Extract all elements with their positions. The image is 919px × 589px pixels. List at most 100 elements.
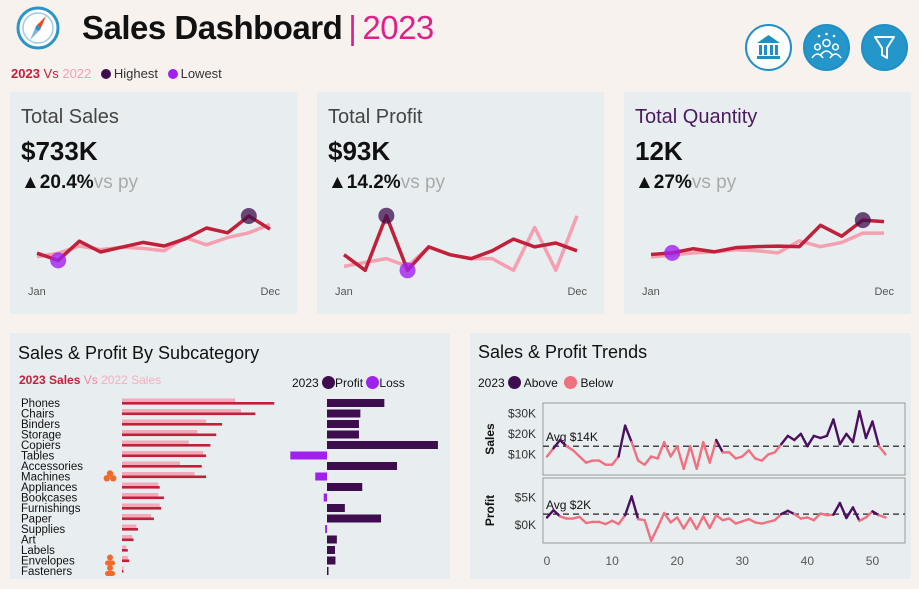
below-segment [728,517,737,525]
profit-bar [327,546,335,554]
below-segment [656,440,666,460]
kpi-vs-label: vs py [691,172,737,193]
below-segment [773,512,783,522]
above-dot-icon [508,376,522,389]
above-segment [838,432,848,446]
current-sales-bar [122,496,165,500]
previous-sales-bar [122,535,133,541]
x-tick-label: 20 [671,554,685,568]
trends-line-chart: $30K $20K $10K Sales Avg $14K $5K $0K Profit Avg… [483,402,906,568]
kpi-vs-label: vs py [400,172,446,193]
below-segment [610,519,620,526]
below-segment [571,449,581,458]
trends-legend: 2023 Above Below [478,376,613,390]
previous-year-line [36,222,271,259]
previous-sales-bar [122,461,180,468]
clover-leaf [103,475,110,482]
person-body [105,571,115,576]
loss-dot-icon [366,376,380,389]
below-segment [702,440,711,464]
previous-sales-bar [122,482,159,489]
filter-icon [874,36,895,59]
subcategory-label: Supplies [21,524,65,536]
below-segment [715,514,724,522]
profit-bar [327,535,337,544]
previous-sales-bar [122,545,127,552]
kpi-end-month: Dec [567,286,587,298]
y-tick-label: $5K [515,490,536,504]
current-sales-bar [122,517,154,521]
current-sales-bar [122,412,256,416]
previous-sales-bar [122,524,137,531]
subcategory-label: Envelopes [21,556,75,568]
subcategory-label: Labels [21,545,55,557]
kpi-title: Total Profit [328,106,423,128]
x-tick-label: 30 [736,554,750,568]
filter-button[interactable] [861,24,908,71]
current-sales-bar [122,465,202,468]
previous-sales-bar [122,419,207,426]
lowest-point [399,262,416,279]
above-segment [558,438,568,448]
team-icon [811,32,842,59]
below-segment [630,440,640,462]
y-axis-label: Sales [483,423,497,455]
below-segment [877,514,887,519]
below-segment [702,515,711,530]
loss-bar [290,451,327,460]
previous-sales-bar [122,440,189,447]
loss-bar [325,525,327,533]
highest-dot-icon [100,69,111,79]
team-button[interactable] [803,24,850,71]
highest-point [240,208,257,224]
above-segment [623,495,633,517]
below-segment [578,455,588,464]
profit-bar [327,556,336,565]
below-segment [656,511,666,529]
kpi-start-month: Jan [642,286,660,298]
above-segment [851,506,861,522]
above-segment [799,432,809,448]
kpi-value: $733K [21,136,98,166]
profit-sparkline-chart [342,207,579,279]
below-segment [688,444,698,471]
subcategory-label: Phones [21,398,60,410]
previous-sales-bar [122,472,195,478]
kpi-start-month: Jan [335,286,353,298]
bank-button[interactable] [745,24,792,71]
previous-year-line [650,231,884,259]
kpi-delta-value: ▲27% [635,172,692,193]
profit-bar [327,441,438,449]
kpi-title: Total Sales [21,106,119,128]
title-separator: | [348,9,357,46]
below-segment [812,512,822,522]
above-segment [780,434,790,446]
below-segment [877,444,887,456]
above-segment [806,434,816,448]
kpi-start-month: Jan [28,286,46,298]
title-year: 2023 [362,9,434,46]
person-head [107,554,113,561]
current-sales-bar [122,538,134,542]
above-segment [845,432,855,444]
previous-sales-bar [122,503,160,510]
kpi-value: 12K [635,136,683,166]
previous-sales-bar [122,409,241,415]
highest-point [854,212,871,229]
above-segment [552,509,562,518]
above-segment [617,424,627,458]
kpi-delta-value: ▲14.2% [328,172,401,193]
current-sales-bar [122,444,211,447]
below-segment [760,453,770,462]
profit-bar [327,399,385,407]
sales-sparkline-chart [36,208,271,269]
y-tick-label: $20K [508,427,536,441]
kpi-title: Total Quantity [635,106,758,128]
current-sales-bar [122,433,217,437]
current-sales-bar [122,570,124,573]
profit-loss-legend: 2023 Profit Loss [292,376,405,390]
above-segment [545,509,555,519]
subcategory-label: Tables [21,451,54,463]
quantity-sparkline-chart [650,212,885,261]
below-segment [662,511,672,524]
